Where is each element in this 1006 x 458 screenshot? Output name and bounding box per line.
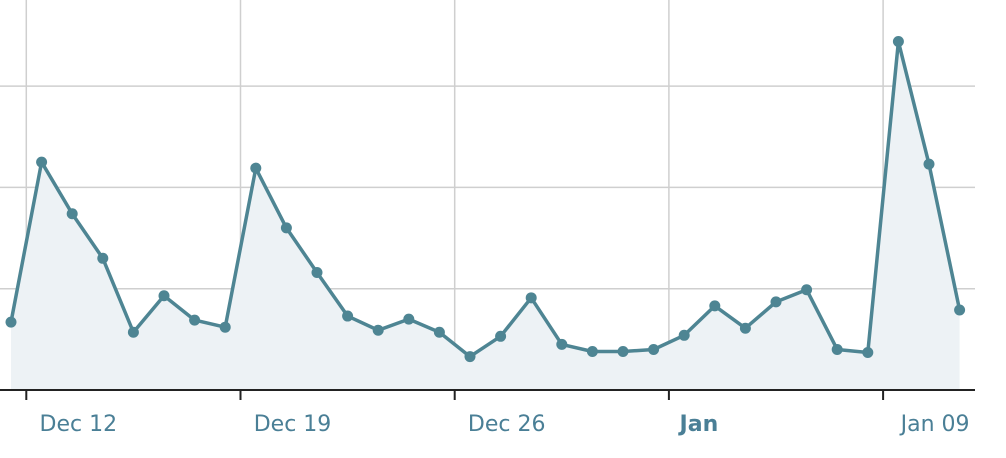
point [250,162,262,174]
point [862,347,874,359]
x-tick-label: Dec 19 [254,412,332,437]
area [11,41,960,390]
point [97,252,109,264]
point [831,343,843,355]
point [556,338,568,350]
point [433,326,445,338]
point [5,316,17,328]
point [923,158,935,170]
point [678,329,690,341]
point [189,314,201,326]
x-tick-label: Dec 26 [468,412,546,437]
point [586,346,598,358]
point [280,222,292,234]
x-tick-label: Jan [678,412,719,437]
point [495,330,507,342]
point [648,343,660,355]
point [464,351,476,363]
point [158,290,170,302]
point [709,300,721,312]
point [342,310,354,322]
point [311,266,323,278]
point [36,156,48,168]
point [892,36,904,48]
point [66,208,78,220]
point [617,346,629,358]
point [770,296,782,308]
point [739,322,751,334]
x-tick-label: Jan 09 [899,412,970,437]
point [954,304,966,316]
point [525,292,537,304]
x-tick-label: Dec 12 [40,412,118,437]
point [127,326,139,338]
point [801,284,813,296]
point [219,321,231,333]
point [403,313,415,325]
line [9,39,962,359]
point [372,324,384,336]
